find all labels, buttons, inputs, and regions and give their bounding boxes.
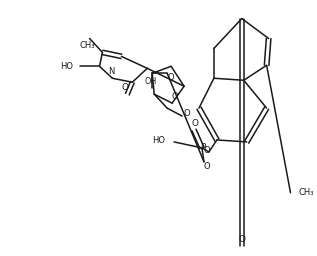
Text: CH₃: CH₃ [80, 41, 95, 50]
Text: O: O [122, 83, 129, 92]
Text: P: P [200, 143, 206, 152]
Text: CH₃: CH₃ [299, 188, 314, 197]
Text: O: O [184, 109, 190, 118]
Text: N: N [108, 67, 115, 76]
Text: O: O [204, 146, 210, 155]
Text: O: O [191, 119, 198, 127]
Text: O: O [204, 162, 210, 171]
Text: O: O [238, 235, 245, 244]
Text: HO: HO [60, 62, 73, 71]
Text: HO: HO [152, 136, 165, 145]
Text: OH: OH [144, 77, 156, 86]
Text: O: O [168, 73, 174, 82]
Text: O: O [172, 92, 178, 101]
